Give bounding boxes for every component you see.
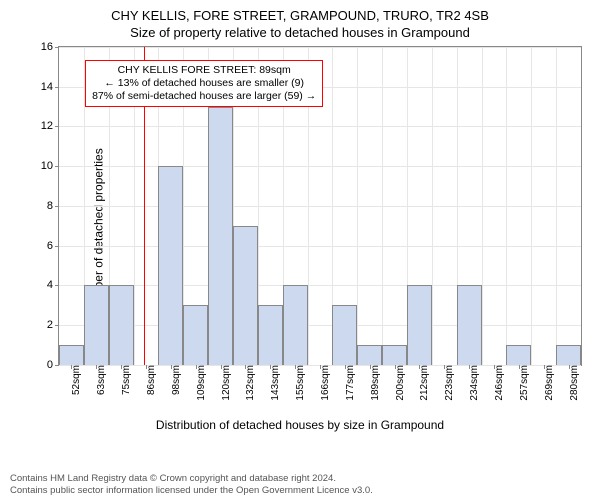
gridline-v (531, 47, 532, 365)
gridline-h (59, 126, 581, 127)
histogram-bar (457, 285, 482, 365)
x-tick-label: 234sqm (465, 365, 480, 401)
x-tick-label: 257sqm (515, 365, 530, 401)
annotation-line: 87% of semi-detached houses are larger (… (92, 90, 316, 103)
gridline-h (59, 206, 581, 207)
x-tick-label: 63sqm (92, 365, 107, 395)
gridline-v (482, 47, 483, 365)
annotation-line: ← 13% of detached houses are smaller (9) (92, 77, 316, 90)
histogram-bar (258, 305, 283, 365)
histogram-bar (233, 226, 258, 365)
chart-container: CHY KELLIS, FORE STREET, GRAMPOUND, TRUR… (0, 0, 600, 500)
x-tick-label: 109sqm (192, 365, 207, 401)
gridline-v (506, 47, 507, 365)
x-tick-label: 177sqm (341, 365, 356, 401)
x-axis-label: Distribution of detached houses by size … (10, 418, 590, 432)
x-tick-label: 52sqm (67, 365, 82, 395)
x-tick-label: 98sqm (167, 365, 182, 395)
chart-title-line1: CHY KELLIS, FORE STREET, GRAMPOUND, TRUR… (10, 8, 590, 25)
x-tick-label: 280sqm (565, 365, 580, 401)
x-tick-label: 166sqm (316, 365, 331, 401)
x-tick-label: 223sqm (440, 365, 455, 401)
chart-title-line2: Size of property relative to detached ho… (10, 25, 590, 40)
histogram-bar (556, 345, 581, 365)
chart-area: Number of detached properties 0246810121… (58, 46, 582, 416)
footer-line1: Contains HM Land Registry data © Crown c… (10, 473, 590, 484)
x-tick-label: 189sqm (366, 365, 381, 401)
gridline-v (556, 47, 557, 365)
annotation-line: CHY KELLIS FORE STREET: 89sqm (92, 64, 316, 77)
histogram-bar (109, 285, 134, 365)
x-tick-label: 269sqm (540, 365, 555, 401)
footer-line2: Contains public sector information licen… (10, 485, 590, 496)
histogram-bar (283, 285, 308, 365)
gridline-h (59, 325, 581, 326)
gridline-h (59, 285, 581, 286)
histogram-bar (407, 285, 432, 365)
histogram-bar (59, 345, 84, 365)
footer-attribution: Contains HM Land Registry data © Crown c… (10, 473, 590, 496)
gridline-v (382, 47, 383, 365)
histogram-bar (506, 345, 531, 365)
x-tick-label: 246sqm (490, 365, 505, 401)
plot-region: 024681012141652sqm63sqm75sqm86sqm98sqm10… (58, 46, 582, 366)
histogram-bar (357, 345, 382, 365)
x-tick-label: 120sqm (217, 365, 232, 401)
x-tick-label: 143sqm (266, 365, 281, 401)
annotation-box: CHY KELLIS FORE STREET: 89sqm← 13% of de… (85, 60, 323, 107)
x-tick-label: 132sqm (241, 365, 256, 401)
gridline-v (432, 47, 433, 365)
x-tick-label: 75sqm (117, 365, 132, 395)
x-tick-label: 212sqm (415, 365, 430, 401)
histogram-bar (183, 305, 208, 365)
histogram-bar (332, 305, 357, 365)
gridline-h (59, 47, 581, 48)
gridline-v (357, 47, 358, 365)
x-tick-label: 200sqm (391, 365, 406, 401)
histogram-bar (382, 345, 407, 365)
histogram-bar (208, 107, 233, 365)
x-tick-label: 86sqm (142, 365, 157, 395)
histogram-bar (158, 166, 183, 365)
gridline-h (59, 166, 581, 167)
histogram-bar (84, 285, 109, 365)
x-tick-label: 155sqm (291, 365, 306, 401)
gridline-h (59, 246, 581, 247)
